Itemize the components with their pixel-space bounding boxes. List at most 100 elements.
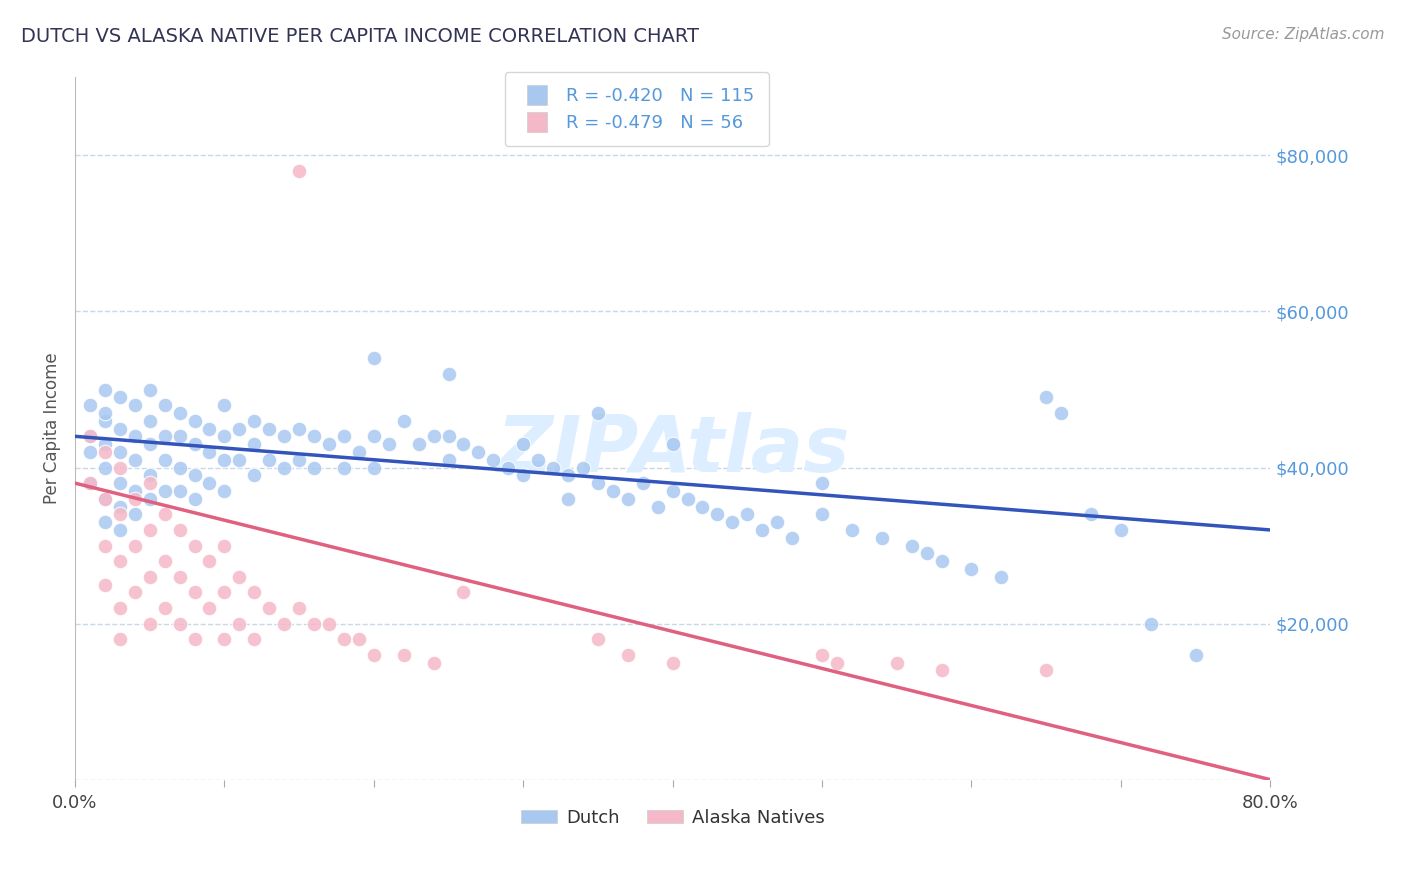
Point bbox=[138, 437, 160, 451]
Point bbox=[94, 445, 117, 459]
Point bbox=[124, 539, 146, 553]
Point bbox=[169, 406, 191, 420]
Point bbox=[422, 429, 444, 443]
Point bbox=[661, 656, 683, 670]
Point bbox=[79, 429, 101, 443]
Point bbox=[153, 601, 176, 615]
Point bbox=[676, 491, 699, 506]
Point bbox=[138, 414, 160, 428]
Point bbox=[214, 429, 236, 443]
Point bbox=[482, 452, 505, 467]
Point bbox=[841, 523, 863, 537]
Point bbox=[811, 648, 834, 662]
Legend: Dutch, Alaska Natives: Dutch, Alaska Natives bbox=[513, 801, 831, 834]
Point bbox=[453, 585, 475, 599]
Point bbox=[512, 468, 534, 483]
Point bbox=[243, 437, 266, 451]
Point bbox=[302, 460, 325, 475]
Point bbox=[273, 460, 295, 475]
Point bbox=[377, 437, 399, 451]
Point bbox=[1139, 616, 1161, 631]
Point bbox=[94, 577, 117, 591]
Point bbox=[79, 476, 101, 491]
Point bbox=[1184, 648, 1206, 662]
Point bbox=[347, 632, 370, 647]
Point bbox=[214, 585, 236, 599]
Point bbox=[108, 601, 131, 615]
Point bbox=[198, 445, 221, 459]
Point bbox=[214, 398, 236, 412]
Point bbox=[586, 406, 609, 420]
Point bbox=[363, 648, 385, 662]
Point bbox=[243, 585, 266, 599]
Point bbox=[886, 656, 908, 670]
Point bbox=[288, 452, 311, 467]
Point bbox=[183, 468, 205, 483]
Point bbox=[124, 585, 146, 599]
Point bbox=[467, 445, 489, 459]
Point bbox=[273, 616, 295, 631]
Point bbox=[931, 664, 953, 678]
Point bbox=[333, 460, 356, 475]
Point bbox=[437, 367, 460, 381]
Point bbox=[183, 437, 205, 451]
Point bbox=[347, 445, 370, 459]
Point bbox=[721, 515, 744, 529]
Point bbox=[108, 460, 131, 475]
Point bbox=[257, 452, 280, 467]
Point bbox=[124, 483, 146, 498]
Point bbox=[737, 508, 759, 522]
Point bbox=[392, 414, 415, 428]
Point bbox=[363, 460, 385, 475]
Point bbox=[512, 437, 534, 451]
Point bbox=[825, 656, 848, 670]
Point bbox=[124, 452, 146, 467]
Point bbox=[79, 398, 101, 412]
Point bbox=[318, 616, 340, 631]
Point bbox=[692, 500, 714, 514]
Point bbox=[94, 414, 117, 428]
Point bbox=[243, 468, 266, 483]
Point bbox=[363, 429, 385, 443]
Point bbox=[153, 483, 176, 498]
Point bbox=[437, 452, 460, 467]
Point bbox=[302, 616, 325, 631]
Point bbox=[661, 483, 683, 498]
Point bbox=[915, 546, 938, 560]
Point bbox=[811, 476, 834, 491]
Text: ZIPAtlas: ZIPAtlas bbox=[496, 411, 849, 488]
Point bbox=[228, 570, 250, 584]
Point bbox=[124, 508, 146, 522]
Point bbox=[617, 648, 640, 662]
Point bbox=[960, 562, 983, 576]
Point bbox=[108, 554, 131, 568]
Point bbox=[153, 554, 176, 568]
Point bbox=[631, 476, 654, 491]
Point bbox=[183, 414, 205, 428]
Point bbox=[94, 539, 117, 553]
Point bbox=[94, 437, 117, 451]
Point bbox=[257, 601, 280, 615]
Point bbox=[602, 483, 624, 498]
Point bbox=[138, 570, 160, 584]
Y-axis label: Per Capita Income: Per Capita Income bbox=[44, 352, 60, 504]
Point bbox=[94, 383, 117, 397]
Point bbox=[228, 452, 250, 467]
Point bbox=[153, 429, 176, 443]
Point bbox=[108, 500, 131, 514]
Point bbox=[198, 421, 221, 435]
Point bbox=[437, 429, 460, 443]
Point bbox=[572, 460, 595, 475]
Point bbox=[288, 164, 311, 178]
Point bbox=[228, 616, 250, 631]
Point bbox=[900, 539, 922, 553]
Point bbox=[527, 452, 550, 467]
Point bbox=[169, 616, 191, 631]
Point bbox=[153, 452, 176, 467]
Point bbox=[1035, 664, 1057, 678]
Point bbox=[333, 429, 356, 443]
Point bbox=[79, 445, 101, 459]
Point bbox=[124, 491, 146, 506]
Point bbox=[183, 539, 205, 553]
Point bbox=[990, 570, 1012, 584]
